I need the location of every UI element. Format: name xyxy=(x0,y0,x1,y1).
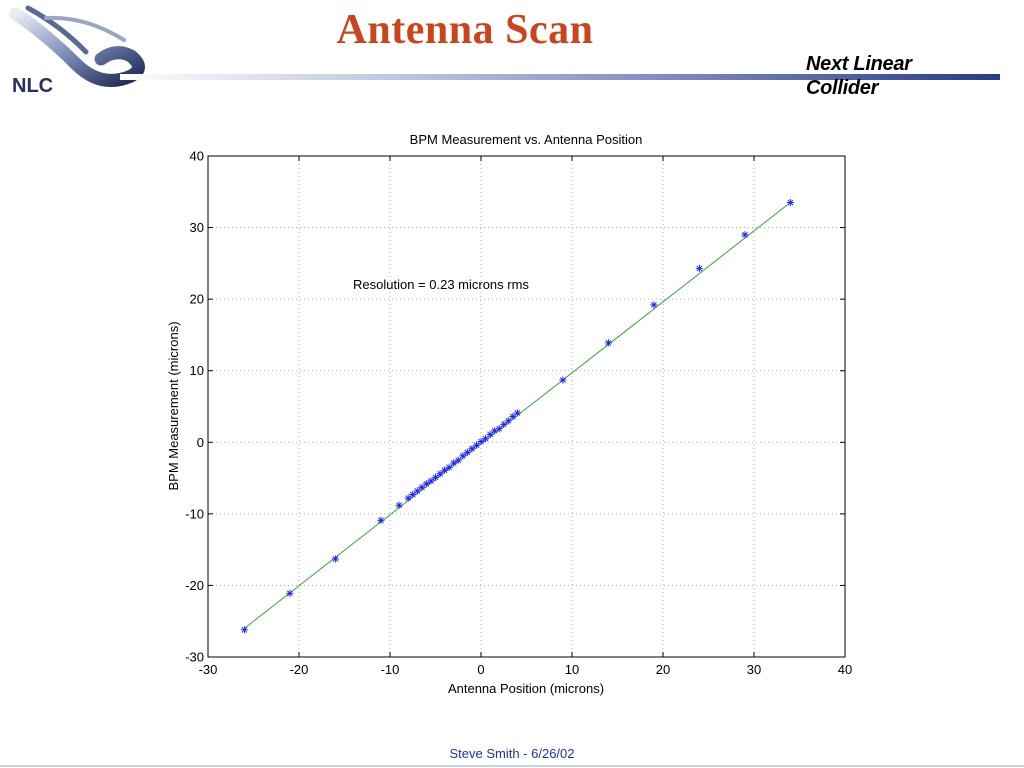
data-point xyxy=(495,425,503,433)
data-point xyxy=(481,435,490,443)
data-point xyxy=(431,473,440,481)
y-tick-label: 10 xyxy=(190,363,204,378)
data-point xyxy=(377,516,385,524)
data-point xyxy=(436,470,444,478)
data-point xyxy=(695,264,703,272)
nlc-logo: NLC xyxy=(9,5,145,97)
data-point xyxy=(513,409,521,417)
data-point xyxy=(472,441,481,449)
data-point xyxy=(427,477,435,485)
y-tick-label: -20 xyxy=(185,578,204,593)
data-point xyxy=(559,376,567,384)
data-point xyxy=(409,490,417,499)
data-point xyxy=(395,501,403,509)
data-point xyxy=(463,448,471,456)
data-point xyxy=(504,417,512,425)
y-tick-label: 20 xyxy=(190,292,204,307)
x-tick-label: 20 xyxy=(656,662,670,677)
x-tick-label: 40 xyxy=(838,662,852,677)
x-tick-label: -30 xyxy=(199,662,218,677)
data-point xyxy=(418,483,426,491)
bottom-rule xyxy=(0,765,1024,767)
brand-label: Next Linear Collider xyxy=(806,52,966,100)
y-tick-label: 40 xyxy=(190,149,204,164)
data-point xyxy=(331,555,339,563)
data-point xyxy=(445,463,453,471)
x-tick-label: 30 xyxy=(747,662,761,677)
data-point xyxy=(240,626,248,634)
y-tick-label: 0 xyxy=(197,435,204,450)
data-point xyxy=(786,198,794,207)
data-point xyxy=(459,452,467,460)
scatter-chart: -30 -20 -10 0 10 20 30 40 -30 -20 -10 0 10 20 30 40 BPM… xyxy=(166,132,852,696)
data-points xyxy=(240,198,794,634)
brand-line-1: Next Linear xyxy=(806,53,912,75)
data-point xyxy=(741,231,749,239)
logo-text: NLC xyxy=(12,75,53,97)
x-tick-label: 10 xyxy=(565,662,579,677)
data-point xyxy=(422,480,430,488)
data-point xyxy=(604,339,612,347)
x-tick-label: -10 xyxy=(381,662,400,677)
x-axis-label: Antenna Position (microns) xyxy=(448,681,604,696)
data-point xyxy=(468,445,476,453)
x-tick-label: -20 xyxy=(290,662,309,677)
axis-ticks: -30 -20 -10 0 10 20 30 40 -30 -20 -10 0 10 20 30 40 xyxy=(185,149,852,678)
y-tick-label: 30 xyxy=(190,220,204,235)
data-point xyxy=(509,412,517,421)
y-tick-label: -30 xyxy=(185,650,204,665)
data-point xyxy=(404,494,412,502)
y-axis-label: BPM Measurement (microns) xyxy=(166,321,181,490)
resolution-annotation: Resolution = 0.23 microns rms xyxy=(353,277,529,292)
data-point xyxy=(413,487,421,495)
data-point xyxy=(500,420,508,428)
brand-line-2: Collider xyxy=(806,77,879,99)
header-rule xyxy=(120,74,1000,80)
data-point xyxy=(650,301,658,309)
data-point xyxy=(486,430,494,439)
data-point xyxy=(477,437,485,446)
data-point xyxy=(454,456,462,464)
chart-title: BPM Measurement vs. Antenna Position xyxy=(410,132,643,147)
data-point xyxy=(441,466,449,474)
data-point xyxy=(450,459,458,467)
slide-title: Antenna Scan xyxy=(336,7,594,53)
footer-text: Steve Smith - 6/26/02 xyxy=(449,746,575,761)
x-tick-label: 0 xyxy=(477,662,484,677)
data-point xyxy=(286,589,294,597)
y-tick-label: -10 xyxy=(185,506,204,521)
